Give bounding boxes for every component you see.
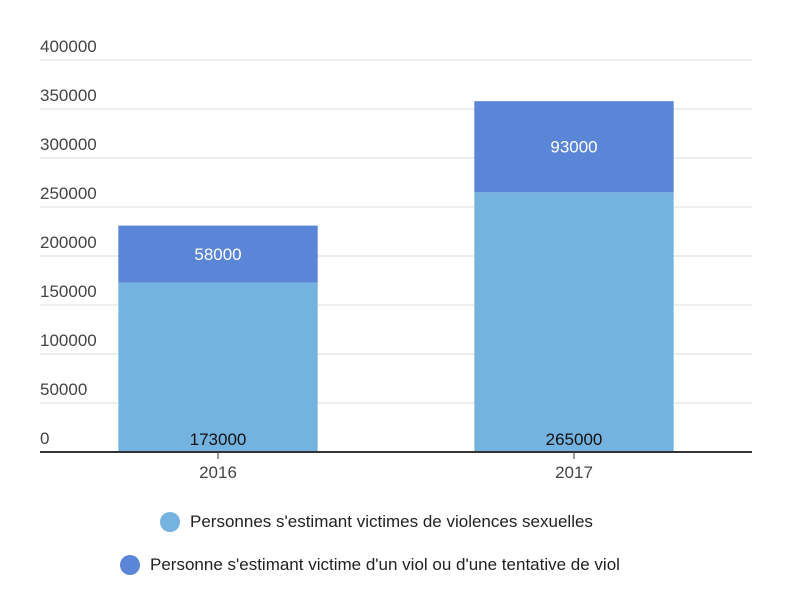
y-tick-label: 200000 (40, 233, 97, 252)
y-tick-label: 250000 (40, 184, 97, 203)
data-label: 173000 (190, 430, 247, 449)
x-tick-label: 2016 (199, 463, 237, 482)
x-tick-label: 2017 (555, 463, 593, 482)
bar-segment (474, 192, 674, 453)
legend-swatch-series-1 (160, 512, 180, 532)
x-axis-ticks: 2016 2017 (199, 452, 593, 482)
bar-segment (474, 101, 674, 193)
y-tick-label: 400000 (40, 37, 97, 56)
data-label: 265000 (546, 430, 603, 449)
y-tick-label: 150000 (40, 282, 97, 301)
bar-segment (118, 225, 318, 283)
y-tick-label: 50000 (40, 380, 87, 399)
y-tick-label: 0 (40, 429, 49, 448)
data-label: 58000 (194, 245, 241, 264)
y-tick-label: 300000 (40, 135, 97, 154)
legend-label-series-2: Personne s'estimant victime d'un viol ou… (150, 555, 620, 574)
data-label: 93000 (550, 138, 597, 157)
legend-item-series-1[interactable]: Personnes s'estimant victimes de violenc… (160, 512, 593, 532)
y-tick-label: 350000 (40, 86, 97, 105)
legend-item-series-2[interactable]: Personne s'estimant victime d'un viol ou… (120, 555, 620, 575)
legend-label-series-1: Personnes s'estimant victimes de violenc… (190, 512, 593, 531)
data-labels: 173000 58000 265000 93000 (190, 138, 603, 449)
stacked-bar-chart: 0 50000 100000 150000 200000 250000 300000 3500… (40, 37, 752, 482)
y-tick-label: 100000 (40, 331, 97, 350)
bar-segment (118, 282, 318, 452)
bars (118, 101, 674, 453)
y-axis-ticks: 0 50000 100000 150000 200000 250000 300000 3500… (40, 37, 97, 448)
legend-swatch-series-2 (120, 555, 140, 575)
